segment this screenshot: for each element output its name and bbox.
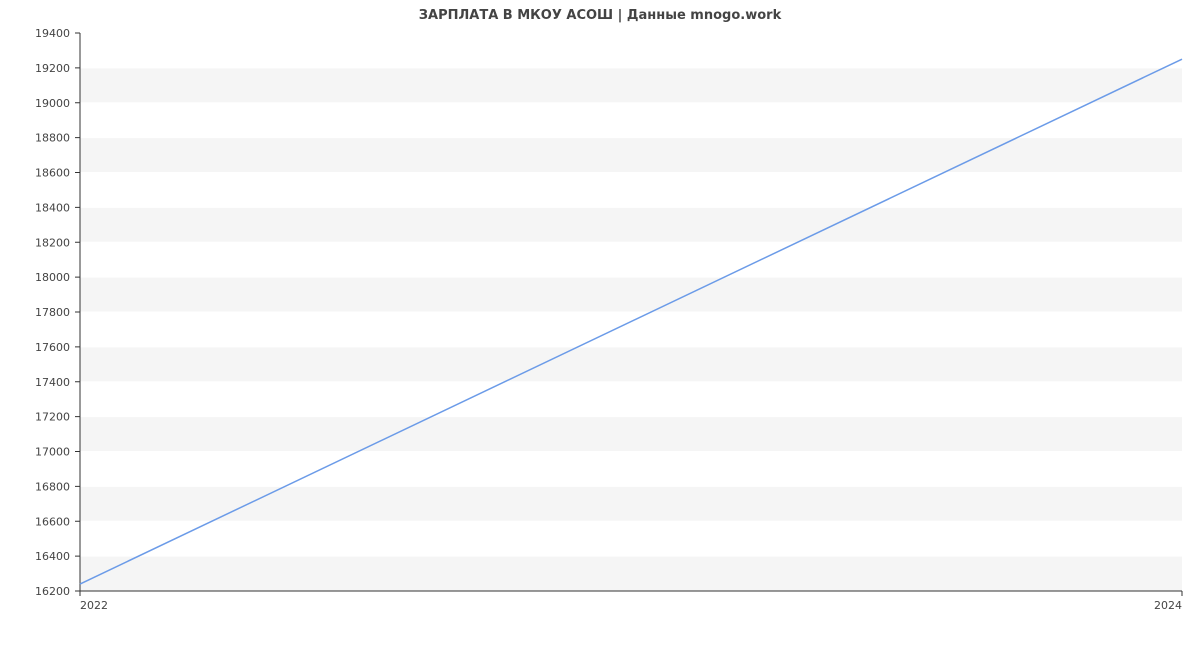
x-tick-label: 2022 (80, 599, 108, 612)
y-tick-label: 17600 (35, 341, 70, 354)
chart-area: 16200 16400 16600 16800 17000 17200 17400 17600… (0, 23, 1200, 643)
y-tick-label: 19200 (35, 62, 70, 75)
y-tick-label: 17800 (35, 306, 70, 319)
y-tick-label: 16600 (35, 515, 70, 528)
y-tick-label: 17400 (35, 376, 70, 389)
y-tick-label: 17200 (35, 411, 70, 424)
line-chart: 16200 16400 16600 16800 17000 17200 17400 17600… (0, 23, 1200, 643)
y-tick-label: 17000 (35, 446, 70, 459)
chart-title: ЗАРПЛАТА В МКОУ АСОШ | Данные mnogo.work (0, 0, 1200, 23)
y-tick-label: 18000 (35, 271, 70, 284)
y-tick-label: 18800 (35, 132, 70, 145)
y-tick-label: 18600 (35, 167, 70, 180)
y-tick-label: 19000 (35, 97, 70, 110)
x-tick-label: 2024 (1154, 599, 1182, 612)
y-tick-label: 16200 (35, 585, 70, 598)
y-tick-label: 19400 (35, 27, 70, 40)
y-tick-label: 16400 (35, 550, 70, 563)
y-tick-label: 16800 (35, 480, 70, 493)
y-tick-label: 18200 (35, 236, 70, 249)
y-tick-label: 18400 (35, 201, 70, 214)
